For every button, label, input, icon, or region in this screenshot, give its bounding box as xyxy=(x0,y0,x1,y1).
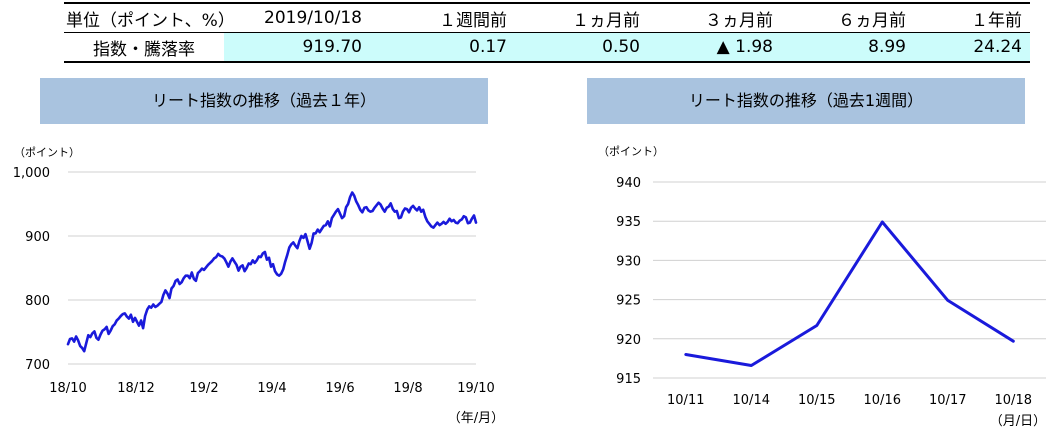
value-1-month-change: 0.50 xyxy=(515,32,648,62)
value-1-year-change: 24.24 xyxy=(914,32,1030,62)
x-tick-label: 10/15 xyxy=(798,393,835,408)
series-line xyxy=(684,220,1015,367)
y-tick-label: 925 xyxy=(616,294,641,309)
column-header-6-months: ６ヵ月前 xyxy=(781,3,914,33)
table-row: 指数・騰落率 919.70 0.17 0.50 ▲ 1.98 8.99 24.2… xyxy=(64,32,1030,62)
x-tick-label: 19/2 xyxy=(189,381,218,396)
y-axis-label: （ポイント） xyxy=(598,145,664,158)
column-header-1-month: １ヵ月前 xyxy=(515,3,648,33)
column-header-1-week: １週間前 xyxy=(388,3,515,33)
x-axis-label: （月/日） xyxy=(990,414,1046,429)
y-tick-label: 900 xyxy=(25,230,50,245)
y-tick-label: 700 xyxy=(25,358,50,373)
x-tick-label: 10/17 xyxy=(929,393,966,408)
y-tick-label: 940 xyxy=(616,176,641,191)
value-3-months-change: ▲ 1.98 xyxy=(648,32,781,62)
value-1-week-change: 0.17 xyxy=(388,32,515,62)
y-tick-label: 935 xyxy=(616,215,641,230)
value-current-index: 919.70 xyxy=(224,32,388,62)
x-axis-label: （年/月） xyxy=(448,411,504,426)
chart-title-1-week: リート指数の推移（過去1週間） xyxy=(587,78,1025,124)
x-tick-label: 19/6 xyxy=(325,381,354,396)
x-tick-label: 18/12 xyxy=(117,381,154,396)
y-tick-label: 1,000 xyxy=(13,166,50,181)
y-tick-label: 930 xyxy=(616,254,641,269)
x-tick-label: 19/8 xyxy=(393,381,422,396)
y-tick-label: 920 xyxy=(616,333,641,348)
summary-table: 単位（ポイント、%） 2019/10/18 １週間前 １ヵ月前 ３ヵ月前 ６ヵ月… xyxy=(64,2,1030,63)
chart-title-1-year: リート指数の推移（過去１年） xyxy=(40,78,488,124)
value-6-months-change: 8.99 xyxy=(781,32,914,62)
x-tick-label: 18/10 xyxy=(49,381,86,396)
x-tick-label: 10/18 xyxy=(995,393,1032,408)
x-tick-label: 10/14 xyxy=(733,393,770,408)
x-tick-label: 19/10 xyxy=(457,381,494,396)
table-header-row: 単位（ポイント、%） 2019/10/18 １週間前 １ヵ月前 ３ヵ月前 ６ヵ月… xyxy=(64,3,1030,33)
y-axis-label: （ポイント） xyxy=(14,146,80,159)
y-tick-label: 915 xyxy=(616,372,641,387)
series-line xyxy=(66,191,478,353)
chart-1-year: 700 800 900 1,000 （ポイント） （年/月） 18/10 18/12 19/2 1… xyxy=(13,146,504,426)
x-tick-label: 19/4 xyxy=(257,381,286,396)
column-header-3-months: ３ヵ月前 xyxy=(648,3,781,33)
column-header-1-year: １年前 xyxy=(914,3,1030,33)
y-tick-label: 800 xyxy=(25,294,50,309)
table-row-label: 指数・騰落率 xyxy=(64,32,224,62)
x-tick-label: 10/11 xyxy=(667,393,704,408)
table-unit-header: 単位（ポイント、%） xyxy=(64,3,235,33)
x-tick-label: 10/16 xyxy=(864,393,901,408)
column-header-date: 2019/10/18 xyxy=(224,3,388,33)
chart-1-week: 915 920 925 930 935 940 （ポイント） （月/日） 10/11 10/14 1… xyxy=(598,145,1046,429)
